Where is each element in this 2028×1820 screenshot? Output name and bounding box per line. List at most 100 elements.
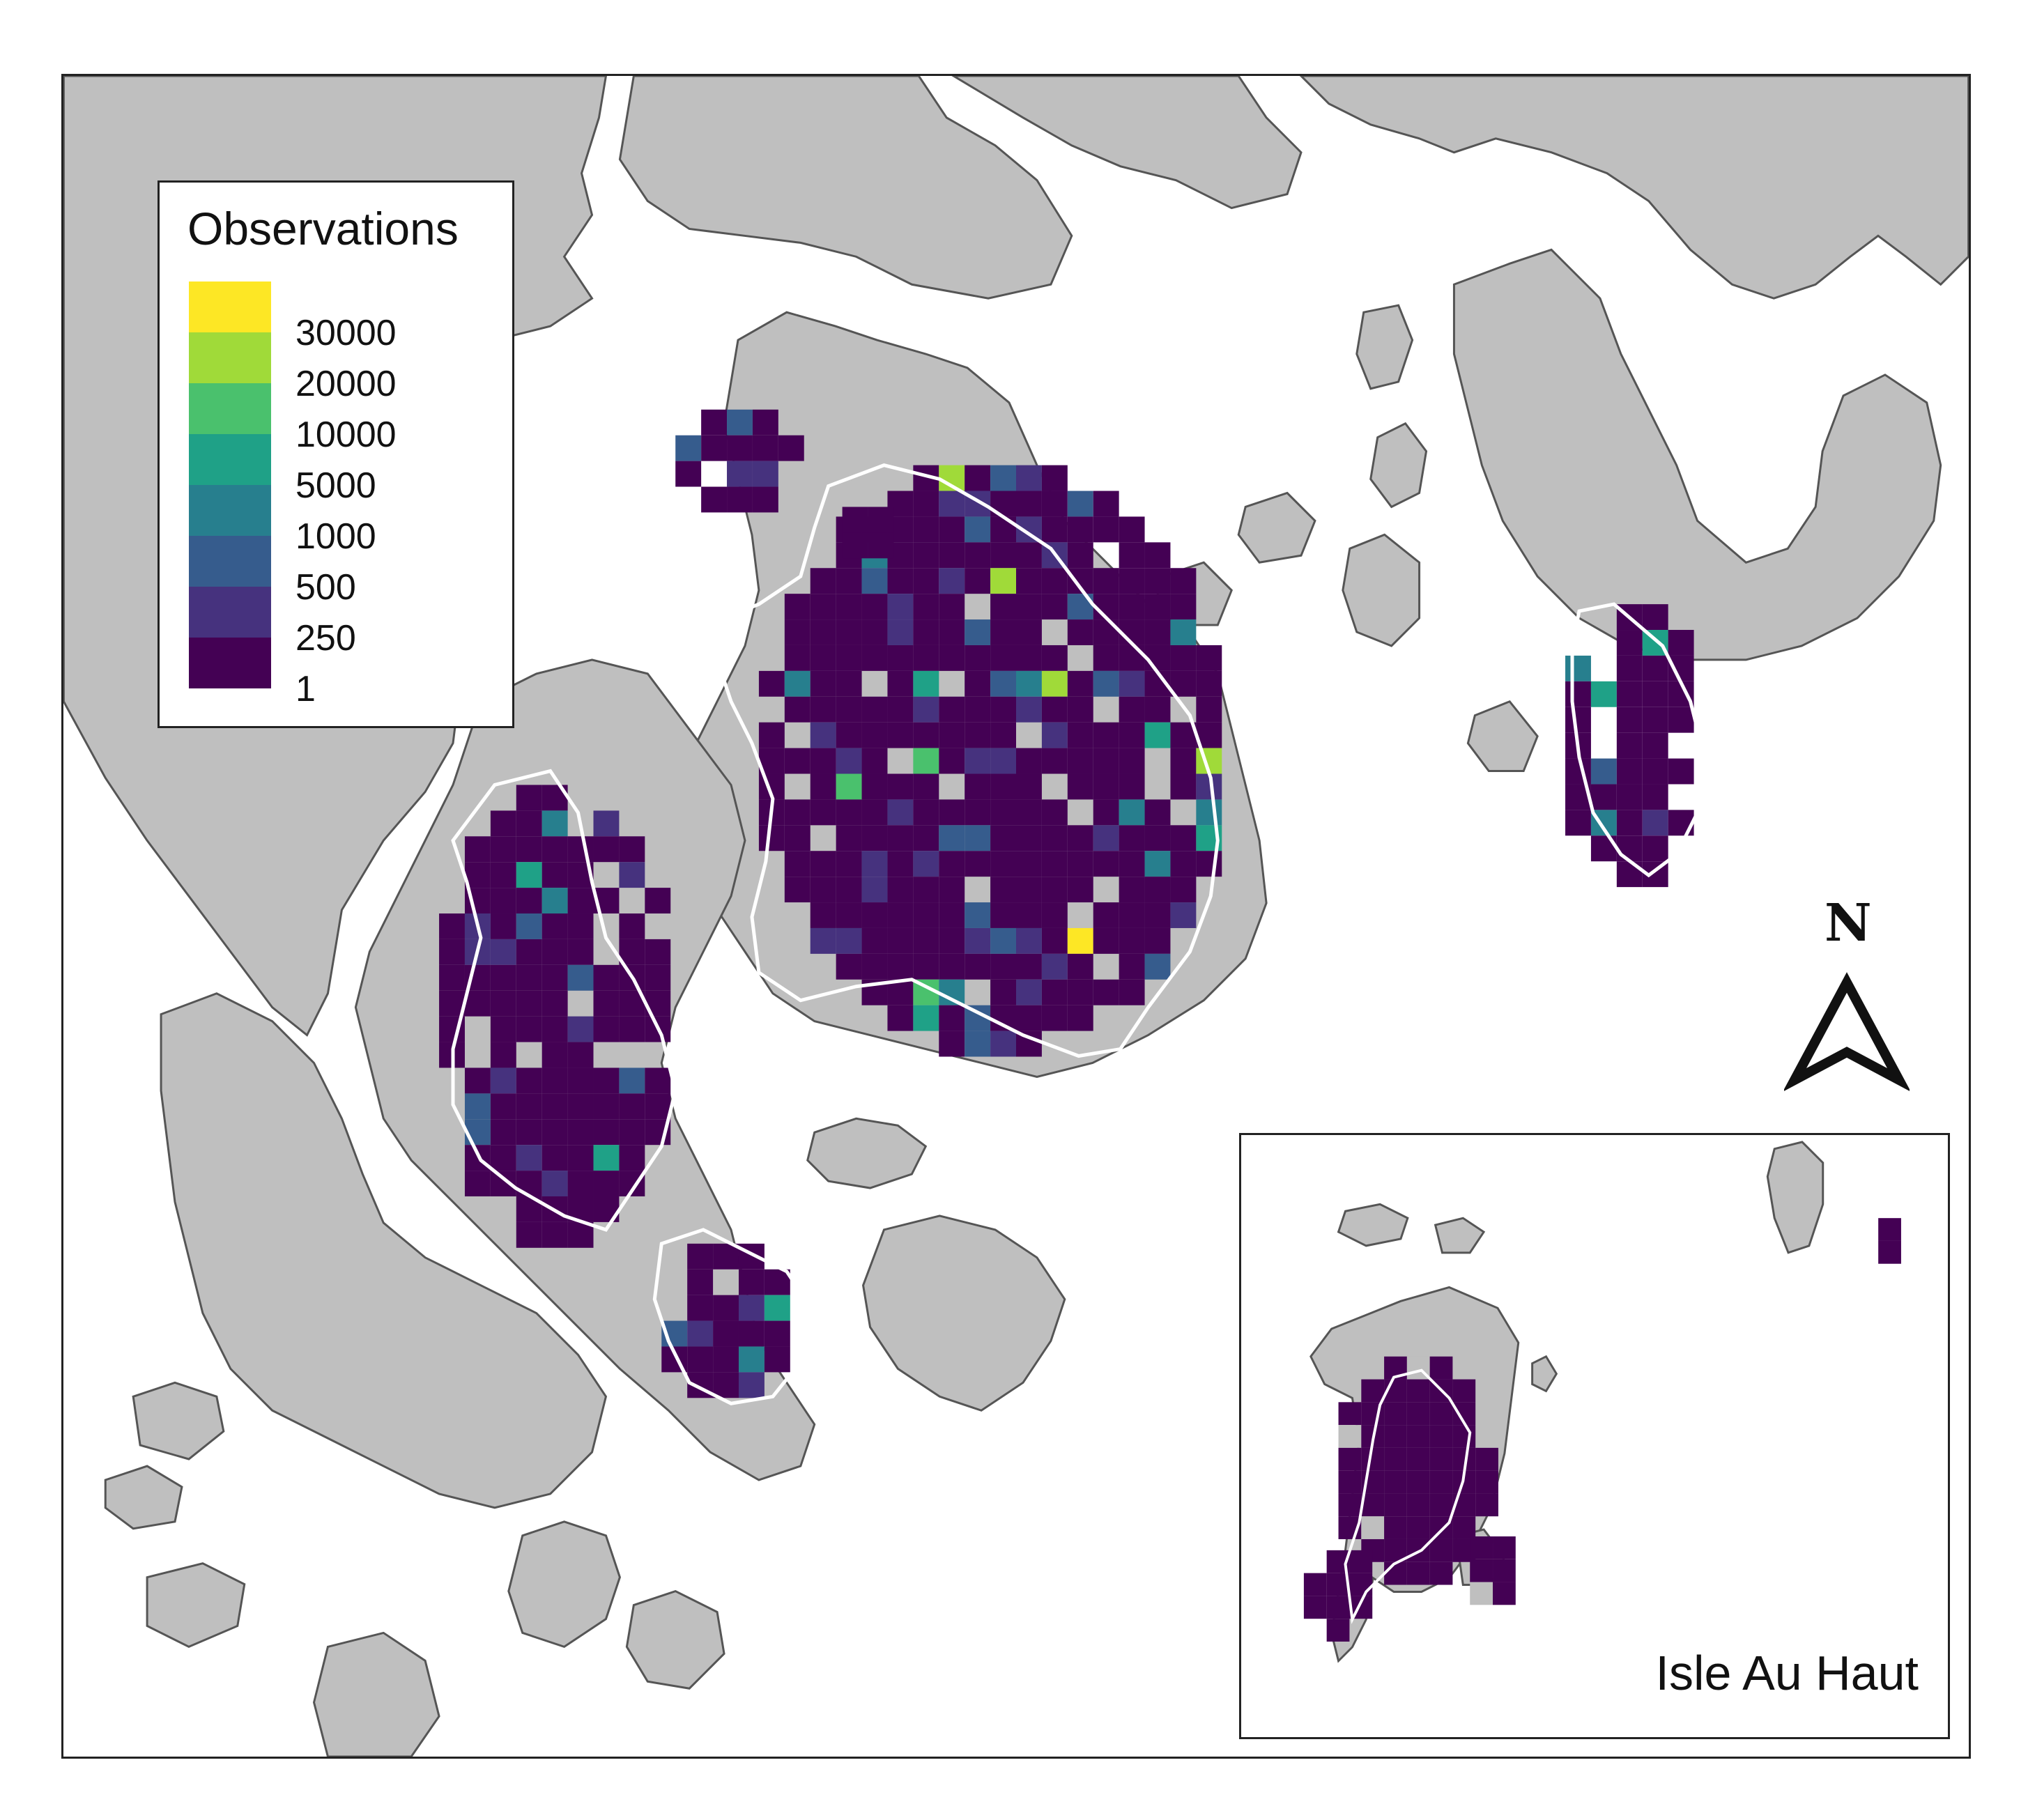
grid-cell [1067,748,1093,774]
grid-cell [619,1119,645,1146]
grid-cell [913,748,939,774]
grid-cell [1093,773,1119,800]
grid-cell [593,1093,620,1120]
legend-swatch-5 [189,536,271,587]
grid-cell [541,939,568,965]
grid-cell [1016,619,1042,645]
inset-grid-cell [1338,1493,1362,1517]
grid-cell [1041,825,1068,851]
grid-cell [738,1346,765,1373]
grid-cell [764,1346,790,1373]
grid-cell [541,1016,568,1042]
grid-cell [836,748,862,774]
grid-cell [1119,773,1145,800]
grid-cell [990,722,1016,748]
grid-cell [1119,619,1145,645]
grid-cell [567,1221,594,1248]
grid-cell [1016,877,1042,903]
grid-cell [490,964,516,991]
grid-cell [1616,655,1643,681]
grid-cell [464,1119,491,1146]
grid-cell [1144,619,1171,645]
grid-cell [516,862,542,888]
grid-cell [593,1171,620,1196]
inset-grid-cell [1452,1425,1476,1448]
grid-cell [965,825,991,851]
inset-observation-grid [1303,1218,1901,1642]
inset-grid-cell [1406,1402,1430,1426]
grid-cell [836,619,862,645]
grid-cell [836,696,862,723]
legend-label-5: 500 [295,567,356,608]
grid-cell [713,1320,739,1347]
grid-cell [990,927,1016,954]
grid-cell [1016,696,1042,723]
grid-cell [965,851,991,877]
grid-cell [1067,877,1093,903]
grid-cell [965,670,991,697]
grid-cell [939,542,965,569]
grid-cell [1616,758,1643,785]
grid-cell [913,902,939,928]
inset-grid-cell [1303,1596,1327,1619]
land-south-island-5 [104,1465,183,1530]
grid-cell [619,1067,645,1094]
grid-cell [990,645,1016,671]
grid-cell [1041,670,1068,697]
grid-cell [887,851,914,877]
grid-cell [990,542,1016,569]
grid-cell [939,516,965,543]
inset-grid-cell [1878,1240,1901,1264]
legend-label-3: 5000 [295,465,376,506]
grid-cell [913,568,939,594]
grid-cell [516,1145,542,1171]
grid-cell [1119,594,1145,620]
grid-cell [1041,927,1068,954]
grid-cell [1041,851,1068,877]
grid-cell [784,619,811,645]
legend-swatch-1 [189,332,271,383]
grid-cell [965,927,991,954]
grid-cell [1170,877,1197,903]
grid-cell [1668,810,1694,836]
grid-cell [887,722,914,748]
inset-grid-cell [1475,1493,1498,1517]
grid-cell [887,825,914,851]
grid-cell [1041,799,1068,826]
grid-cell [1668,707,1694,733]
grid-cell [1016,902,1042,928]
grid-cell [738,1320,765,1347]
grid-cell [541,862,568,888]
grid-cell [1041,877,1068,903]
grid-cell [727,435,753,461]
inset-grid-cell [1384,1402,1407,1426]
grid-cell [965,902,991,928]
inset-grid-cell [1406,1516,1430,1539]
grid-cell [990,619,1016,645]
grid-cell [1119,851,1145,877]
land-east-island-1 [1342,533,1421,647]
grid-cell [758,722,785,748]
inset-grid-cell [1429,1447,1453,1471]
grid-cell [1642,707,1668,733]
grid-cell [836,645,862,671]
grid-cell [619,862,645,888]
grid-cell [861,851,888,877]
grid-cell [516,1016,542,1042]
grid-cell [887,799,914,826]
grid-cell [752,435,778,461]
grid-cell [1616,784,1643,810]
grid-cell [1016,465,1042,491]
grid-cell [836,825,862,851]
grid-cell [1119,877,1145,903]
grid-cell [913,619,939,645]
land-little-cranberry [806,1117,928,1189]
grid-cell [541,990,568,1017]
grid-cell [1590,681,1617,707]
grid-cell [1642,835,1668,862]
grid-cell [1642,810,1668,836]
park-boundary-schoodic [1570,602,1707,878]
grid-cell [1041,902,1068,928]
grid-cell [913,773,939,800]
grid-cell [810,722,836,748]
